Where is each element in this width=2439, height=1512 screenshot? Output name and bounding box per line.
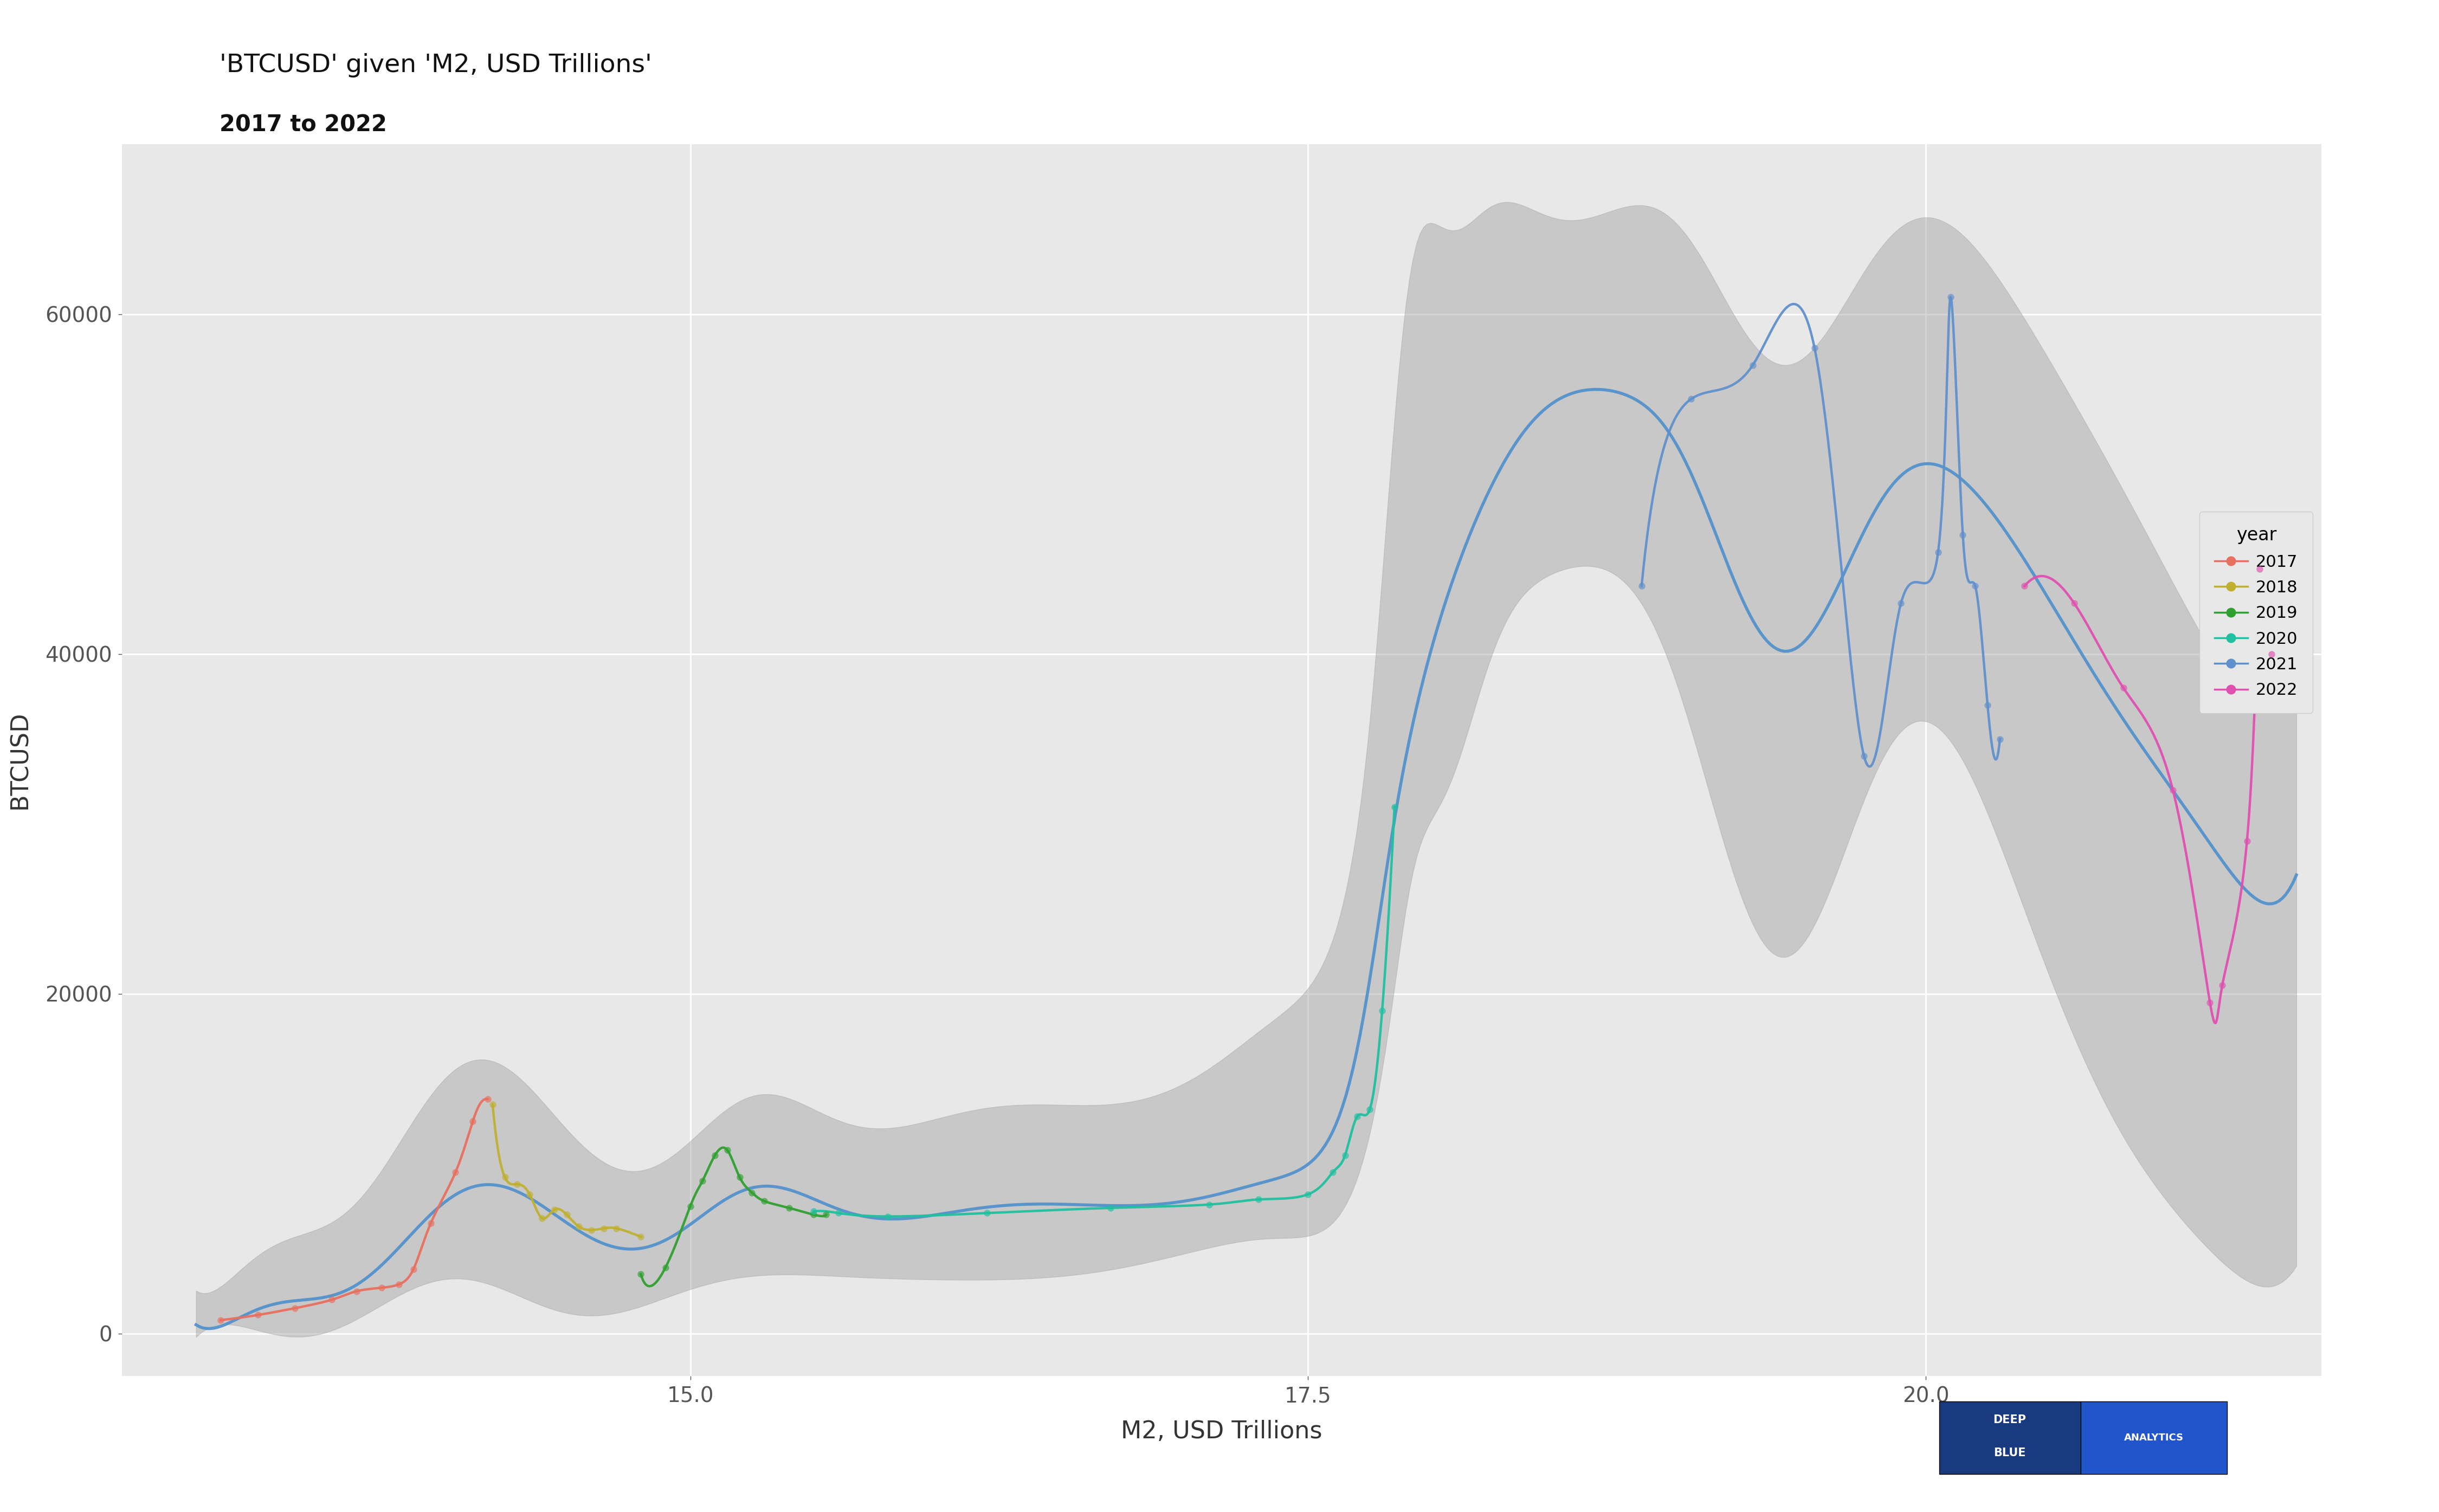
Point (1734, 352, 1773, 376)
Point (820, 1201, 859, 1225)
Point (1190, 1193, 1229, 1217)
Point (337, 1279, 376, 1303)
Point (395, 1256, 434, 1281)
Point (559, 1214, 598, 1238)
Point (1312, 1160, 1351, 1184)
Point (546, 1202, 585, 1226)
Point (1844, 744, 1883, 768)
X-axis label: M2, USD Trillions: M2, USD Trillions (1122, 1420, 1322, 1444)
Point (510, 1182, 549, 1207)
Point (1376, 795, 1415, 820)
Point (2202, 974, 2241, 998)
Point (795, 1202, 834, 1226)
Point (744, 1188, 783, 1213)
Point (361, 1276, 400, 1300)
Point (498, 1172, 537, 1196)
Point (1351, 1098, 1390, 1122)
Point (2154, 777, 2193, 801)
Point (2005, 575, 2044, 599)
Point (720, 1166, 759, 1190)
Point (2239, 556, 2278, 581)
Text: 'BTCUSD' given 'M2, USD Trillions': 'BTCUSD' given 'M2, USD Trillions' (220, 53, 651, 77)
Point (2105, 676, 2144, 700)
Point (2227, 829, 2266, 853)
Point (522, 1207, 561, 1231)
Text: 2017 to 2022: 2017 to 2022 (220, 113, 388, 136)
Point (2054, 591, 2093, 615)
Point (1968, 692, 2007, 717)
Point (622, 1225, 661, 1249)
Point (732, 1181, 771, 1205)
Y-axis label: BTCUSD: BTCUSD (7, 711, 32, 809)
Point (598, 1216, 637, 1240)
Point (378, 1272, 417, 1296)
Point (585, 1216, 624, 1240)
Point (1622, 575, 1661, 599)
Point (1932, 286, 1971, 310)
Point (1919, 540, 1959, 564)
Text: ANALYTICS: ANALYTICS (2124, 1433, 2183, 1442)
Point (1363, 999, 1402, 1024)
Point (1339, 1104, 1378, 1128)
Point (1671, 387, 1710, 411)
Point (485, 1166, 524, 1190)
Point (2190, 990, 2229, 1015)
Point (1956, 575, 1995, 599)
Point (1880, 591, 1919, 615)
Point (571, 1219, 610, 1243)
Text: BLUE: BLUE (1993, 1447, 2027, 1459)
Point (468, 1087, 507, 1111)
Point (1090, 1196, 1129, 1220)
Point (1239, 1187, 1278, 1211)
Point (868, 1205, 907, 1229)
Point (695, 1143, 734, 1167)
Point (312, 1288, 351, 1312)
Point (622, 1263, 661, 1287)
Point (807, 1202, 846, 1226)
Point (2251, 643, 2290, 667)
Point (437, 1160, 476, 1184)
Point (1980, 727, 2019, 751)
Point (202, 1308, 241, 1332)
Point (683, 1169, 722, 1193)
Text: DEEP: DEEP (1993, 1414, 2027, 1426)
Point (771, 1196, 810, 1220)
Point (968, 1201, 1007, 1225)
Point (707, 1139, 746, 1163)
Point (646, 1255, 685, 1279)
Point (1795, 336, 1834, 360)
Point (534, 1198, 573, 1222)
Point (1944, 523, 1983, 547)
Point (239, 1303, 278, 1328)
Point (1324, 1143, 1363, 1167)
Point (795, 1199, 834, 1223)
Point (671, 1194, 710, 1219)
Point (1288, 1182, 1327, 1207)
Point (473, 1092, 512, 1116)
Point (276, 1296, 315, 1320)
Point (412, 1211, 451, 1235)
Legend: 2017, 2018, 2019, 2020, 2021, 2022: 2017, 2018, 2019, 2020, 2021, 2022 (2200, 511, 2312, 714)
Point (454, 1110, 493, 1134)
